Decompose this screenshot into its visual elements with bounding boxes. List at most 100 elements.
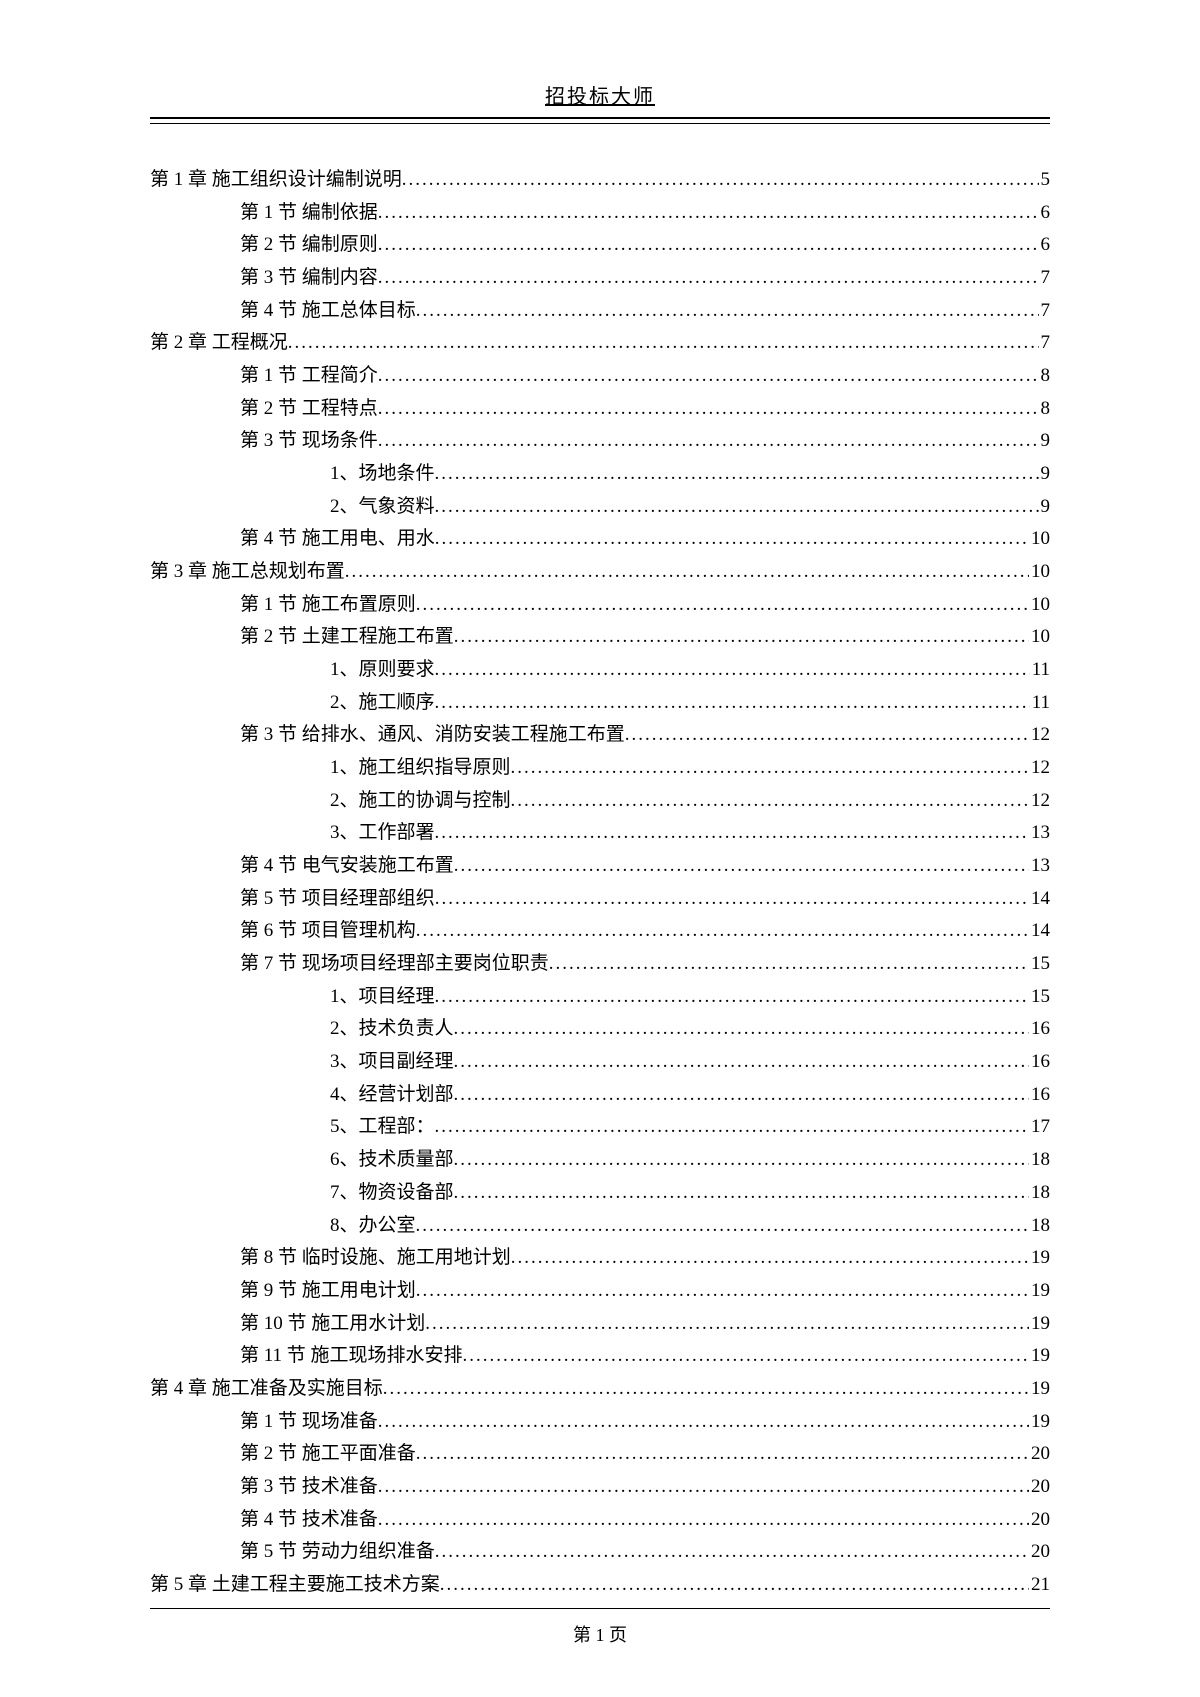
toc-entry-page: 16: [1029, 1079, 1050, 1112]
toc-entry-label: 第 11 节 施工现场排水安排: [240, 1340, 463, 1373]
toc-leader-dots: [511, 1242, 1029, 1275]
toc-entry-page: 18: [1029, 1177, 1050, 1210]
toc-entry-page: 20: [1029, 1438, 1050, 1471]
toc-entry-page: 14: [1029, 883, 1050, 916]
toc-entry-label: 第 8 节 临时设施、施工用地计划: [240, 1242, 511, 1275]
toc-entry-page: 5: [1039, 164, 1051, 197]
toc-row: 第 2 章 工程概况 7: [150, 327, 1050, 360]
toc-leader-dots: [440, 1569, 1029, 1602]
toc-row: 第 2 节 土建工程施工布置10: [150, 621, 1050, 654]
toc-row: 第 10 节 施工用水计划19: [150, 1308, 1050, 1341]
toc-leader-dots: [416, 295, 1039, 328]
toc-leader-dots: [378, 1406, 1029, 1439]
toc-entry-label: 6、技术质量部: [330, 1144, 454, 1177]
toc-entry-page: 20: [1029, 1504, 1050, 1537]
toc-leader-dots: [345, 556, 1029, 589]
toc-entry-label: 第 2 章 工程概况: [150, 327, 288, 360]
toc-row: 1、施工组织指导原则12: [150, 752, 1050, 785]
toc-entry-label: 2、技术负责人: [330, 1013, 454, 1046]
toc-entry-label: 第 5 章 土建工程主要施工技术方案: [150, 1569, 440, 1602]
toc-row: 第 1 节 现场准备19: [150, 1406, 1050, 1439]
toc-entry-page: 9: [1039, 425, 1051, 458]
toc-entry-label: 1、项目经理: [330, 981, 435, 1014]
toc-leader-dots: [454, 1079, 1029, 1112]
toc-entry-label: 第 4 节 施工用电、用水: [240, 523, 435, 556]
toc-entry-label: 1、原则要求: [330, 654, 435, 687]
toc-row: 第 1 节 施工布置原则10: [150, 589, 1050, 622]
toc-leader-dots: [378, 229, 1039, 262]
toc-leader-dots: [378, 1504, 1029, 1537]
toc-leader-dots: [425, 1308, 1029, 1341]
toc-entry-label: 第 1 节 施工布置原则: [240, 589, 416, 622]
toc-row: 2、施工顺序11: [150, 687, 1050, 720]
toc-entry-label: 2、气象资料: [330, 491, 435, 524]
toc-row: 第 5 节 劳动力组织准备 20: [150, 1536, 1050, 1569]
toc-entry-page: 19: [1029, 1242, 1050, 1275]
toc-entry-label: 第 7 节 现场项目经理部主要岗位职责: [240, 948, 549, 981]
toc-leader-dots: [454, 850, 1029, 883]
toc-row: 2、气象资料 9: [150, 491, 1050, 524]
document-page: 招投标大师 第 1 章 施工组织设计编制说明5第 1 节 编制依据6第 2 节 …: [0, 0, 1200, 1662]
toc-row: 1、项目经理15: [150, 981, 1050, 1014]
toc-row: 第 4 节 技术准备20: [150, 1504, 1050, 1537]
toc-row: 第 1 章 施工组织设计编制说明5: [150, 164, 1050, 197]
toc-entry-page: 19: [1029, 1275, 1050, 1308]
toc-entry-page: 9: [1039, 491, 1051, 524]
toc-row: 3、项目副经理16: [150, 1046, 1050, 1079]
toc-entry-page: 6: [1039, 197, 1051, 230]
toc-row: 第 3 节 现场条件9: [150, 425, 1050, 458]
toc-row: 4、经营计划部16: [150, 1079, 1050, 1112]
toc-entry-label: 第 3 节 给排水、通风、消防安装工程施工布置: [240, 719, 625, 752]
toc-leader-dots: [378, 393, 1039, 426]
page-number: 第 1 页: [573, 1625, 627, 1645]
toc-row: 第 4 章 施工准备及实施目标19: [150, 1373, 1050, 1406]
toc-entry-label: 1、场地条件: [330, 458, 435, 491]
toc-leader-dots: [402, 164, 1039, 197]
toc-entry-page: 11: [1030, 687, 1050, 720]
toc-leader-dots: [416, 1210, 1029, 1243]
toc-entry-label: 第 3 节 技术准备: [240, 1471, 378, 1504]
toc-leader-dots: [383, 1373, 1029, 1406]
toc-row: 2、施工的协调与控制 12: [150, 785, 1050, 818]
toc-row: 第 4 节 施工总体目标7: [150, 295, 1050, 328]
toc-row: 第 1 节 工程简介8: [150, 360, 1050, 393]
toc-entry-page: 6: [1039, 229, 1051, 262]
toc-leader-dots: [435, 1536, 1029, 1569]
toc-leader-dots: [416, 915, 1029, 948]
toc-entry-label: 2、施工的协调与控制: [330, 785, 511, 818]
toc-entry-label: 3、项目副经理: [330, 1046, 454, 1079]
toc-entry-page: 10: [1029, 523, 1050, 556]
toc-row: 第 2 节 施工平面准备20: [150, 1438, 1050, 1471]
toc-entry-page: 7: [1039, 327, 1051, 360]
toc-entry-label: 第 6 节 项目管理机构: [240, 915, 416, 948]
toc-entry-page: 18: [1029, 1144, 1050, 1177]
toc-row: 第 7 节 现场项目经理部主要岗位职责15: [150, 948, 1050, 981]
toc-leader-dots: [454, 1177, 1029, 1210]
toc-entry-label: 8、办公室: [330, 1210, 416, 1243]
toc-row: 第 11 节 施工现场排水安排 19: [150, 1340, 1050, 1373]
toc-entry-page: 12: [1029, 785, 1050, 818]
toc-entry-label: 3、工作部署: [330, 817, 435, 850]
toc-leader-dots: [435, 981, 1029, 1014]
toc-entry-label: 第 5 节 劳动力组织准备: [240, 1536, 435, 1569]
toc-row: 7、物资设备部18: [150, 1177, 1050, 1210]
toc-entry-page: 10: [1029, 556, 1050, 589]
toc-entry-page: 20: [1029, 1536, 1050, 1569]
toc-entry-page: 18: [1029, 1210, 1050, 1243]
toc-row: 第 3 节 给排水、通风、消防安装工程施工布置12: [150, 719, 1050, 752]
toc-entry-page: 12: [1029, 752, 1050, 785]
toc-entry-page: 19: [1029, 1340, 1050, 1373]
toc-row: 第 8 节 临时设施、施工用地计划 19: [150, 1242, 1050, 1275]
toc-entry-label: 第 2 节 工程特点: [240, 393, 378, 426]
toc-leader-dots: [378, 1471, 1029, 1504]
header-rule: [150, 123, 1050, 124]
toc-leader-dots: [435, 491, 1039, 524]
toc-row: 第 2 节 工程特点8: [150, 393, 1050, 426]
toc-row: 第 4 节 施工用电、用水 10: [150, 523, 1050, 556]
toc-leader-dots: [435, 883, 1029, 916]
toc-leader-dots: [378, 360, 1039, 393]
toc-row: 第 3 章 施工总规划布置10: [150, 556, 1050, 589]
toc-leader-dots: [625, 719, 1029, 752]
page-footer: 第 1 页: [0, 1608, 1200, 1647]
toc-row: 第 3 节 编制内容7: [150, 262, 1050, 295]
